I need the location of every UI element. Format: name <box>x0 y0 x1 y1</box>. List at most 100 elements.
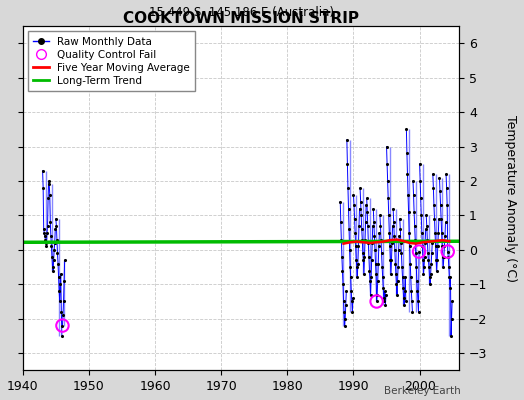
Point <box>430 202 438 208</box>
Point <box>346 274 355 280</box>
Point <box>437 216 445 222</box>
Point <box>58 333 66 339</box>
Point <box>358 236 366 243</box>
Point <box>419 271 428 277</box>
Point <box>379 295 388 301</box>
Point <box>345 247 354 253</box>
Point <box>408 309 417 315</box>
Point <box>46 219 54 226</box>
Point <box>401 298 410 305</box>
Point <box>361 254 369 260</box>
Point <box>42 243 51 250</box>
Point <box>60 278 68 284</box>
Point <box>445 264 453 270</box>
Point <box>444 254 452 260</box>
Point <box>389 219 398 226</box>
Point <box>422 212 430 219</box>
Point <box>361 236 369 243</box>
Point <box>43 222 52 229</box>
Point <box>414 309 423 315</box>
Point <box>433 257 441 263</box>
Point <box>441 219 450 226</box>
Point <box>416 160 424 167</box>
Point <box>352 257 361 263</box>
Point <box>353 274 362 280</box>
Point <box>343 160 352 167</box>
Point <box>379 284 387 291</box>
Point <box>424 257 433 263</box>
Point <box>402 126 411 132</box>
Point <box>407 288 416 294</box>
Point <box>432 267 441 274</box>
Point <box>409 192 418 198</box>
Point <box>388 222 397 229</box>
Point <box>424 250 432 256</box>
Point <box>434 230 443 236</box>
Point <box>365 254 373 260</box>
Point <box>439 264 447 270</box>
Point <box>431 230 439 236</box>
Point <box>348 309 356 315</box>
Point <box>344 185 352 191</box>
Point <box>428 240 436 246</box>
Point <box>49 257 58 263</box>
Point <box>48 264 57 270</box>
Point <box>352 243 360 250</box>
Point <box>387 271 395 277</box>
Point <box>344 205 353 212</box>
Point <box>427 260 435 267</box>
Point <box>426 281 434 288</box>
Point <box>347 288 355 294</box>
Point <box>56 298 64 305</box>
Point <box>443 202 451 208</box>
Point <box>398 274 407 280</box>
Point <box>436 188 444 194</box>
Point <box>374 260 383 267</box>
Text: 15.449 S, 145.186 E (Australia): 15.449 S, 145.186 E (Australia) <box>148 6 333 19</box>
Point <box>51 226 59 232</box>
Point <box>354 260 362 267</box>
Point <box>400 302 408 308</box>
Point <box>350 202 358 208</box>
Point <box>367 257 376 263</box>
Point <box>432 257 440 263</box>
Point <box>383 143 391 150</box>
Point <box>363 195 371 202</box>
Y-axis label: Temperature Anomaly (°C): Temperature Anomaly (°C) <box>504 115 517 282</box>
Point <box>394 264 402 270</box>
Point <box>345 226 353 232</box>
Point <box>341 316 350 322</box>
Point <box>369 219 378 226</box>
Point <box>397 250 406 256</box>
Point <box>337 254 346 260</box>
Point <box>442 171 450 177</box>
Point <box>359 257 367 263</box>
Point <box>429 171 437 177</box>
Point <box>436 202 445 208</box>
Point <box>362 219 370 226</box>
Point <box>392 271 400 277</box>
Point <box>420 254 429 260</box>
Point <box>400 288 409 294</box>
Point <box>410 222 419 229</box>
Point <box>363 209 372 215</box>
Point <box>399 284 407 291</box>
Point <box>52 216 60 222</box>
Point <box>418 230 426 236</box>
Point <box>346 264 354 270</box>
Point <box>38 168 47 174</box>
Point <box>373 298 381 305</box>
Point <box>336 198 344 205</box>
Point <box>408 298 416 305</box>
Point <box>380 298 388 305</box>
Point <box>375 243 383 250</box>
Point <box>413 278 421 284</box>
Point <box>357 226 366 232</box>
Point <box>396 216 404 222</box>
Point <box>385 230 394 236</box>
Point <box>370 233 379 239</box>
Point <box>355 222 363 229</box>
Point <box>387 257 396 263</box>
Point <box>421 240 429 246</box>
Point <box>347 298 356 305</box>
